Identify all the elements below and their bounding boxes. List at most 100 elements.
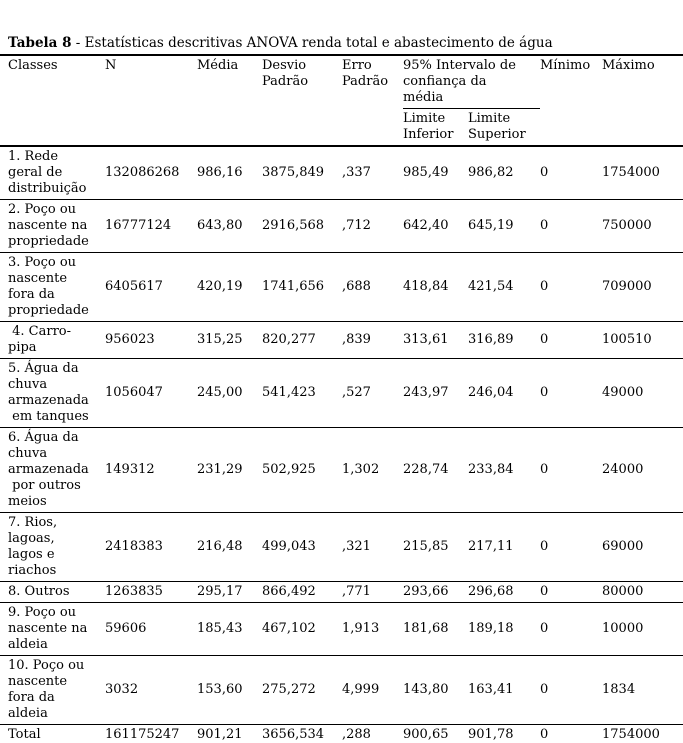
cell-minimo: 0 xyxy=(540,146,602,200)
cell-media: 643,80 xyxy=(197,199,262,253)
cell-minimo: 0 xyxy=(540,655,602,725)
cell-limite-inferior: 418,84 xyxy=(403,252,468,322)
col-header-n: N xyxy=(105,55,197,147)
cell-desvio-padrao: 820,277 xyxy=(262,321,342,359)
cell-minimo: 0 xyxy=(540,252,602,322)
cell-desvio-padrao: 502,925 xyxy=(262,427,342,513)
cell-n: 161175247 xyxy=(105,724,197,743)
cell-limite-superior: 163,41 xyxy=(468,655,540,725)
cell-desvio-padrao: 866,492 xyxy=(262,581,342,603)
cell-maximo: 1834 xyxy=(602,655,683,725)
cell-maximo: 1754000 xyxy=(602,724,683,743)
cell-n: 132086268 xyxy=(105,146,197,200)
col-header-maximo: Máximo xyxy=(602,55,683,147)
table-caption-text: - Estatísticas descritivas ANOVA renda t… xyxy=(71,35,553,51)
cell-maximo: 49000 xyxy=(602,358,683,428)
cell-desvio-padrao: 2916,568 xyxy=(262,199,342,253)
cell-media: 185,43 xyxy=(197,602,262,656)
cell-maximo: 10000 xyxy=(602,602,683,656)
cell-desvio-padrao: 499,043 xyxy=(262,512,342,582)
cell-limite-superior: 645,19 xyxy=(468,199,540,253)
table-row: 6. Água da chuva armazenada por outros m… xyxy=(0,427,683,513)
cell-media: 901,21 xyxy=(197,724,262,743)
col-header-minimo: Mínimo xyxy=(540,55,602,147)
cell-limite-inferior: 181,68 xyxy=(403,602,468,656)
table-row: 8. Outros 1263835 295,17 866,492,771 293,66 2… xyxy=(0,581,683,603)
cell-desvio-padrao: 1741,656 xyxy=(262,252,342,322)
cell-limite-superior: 217,11 xyxy=(468,512,540,582)
cell-erro-padrao: ,688 xyxy=(342,252,403,322)
col-header-intervalo-confianca: 95% Intervalo de confiança da média xyxy=(403,55,540,109)
cell-n: 6405617 xyxy=(105,252,197,322)
cell-limite-inferior: 215,85 xyxy=(403,512,468,582)
cell-desvio-padrao: 3656,534 xyxy=(262,724,342,743)
cell-erro-padrao: ,771 xyxy=(342,581,403,603)
cell-limite-inferior: 642,40 xyxy=(403,199,468,253)
cell-desvio-padrao: 541,423 xyxy=(262,358,342,428)
cell-limite-inferior: 143,80 xyxy=(403,655,468,725)
cell-minimo: 0 xyxy=(540,321,602,359)
cell-limite-superior: 246,04 xyxy=(468,358,540,428)
cell-maximo: 1754000 xyxy=(602,146,683,200)
table-header: Classes N Média Desvio Padrão Erro Padrã… xyxy=(0,55,683,147)
cell-media: 295,17 xyxy=(197,581,262,603)
cell-erro-padrao: ,712 xyxy=(342,199,403,253)
cell-classes: 8. Outros xyxy=(0,581,105,603)
cell-minimo: 0 xyxy=(540,199,602,253)
table-body: 1. Rede geral de distribuição 132086268 98… xyxy=(0,146,683,743)
cell-limite-superior: 986,82 xyxy=(468,146,540,200)
cell-limite-inferior: 293,66 xyxy=(403,581,468,603)
cell-classes: 1. Rede geral de distribuição xyxy=(0,146,105,200)
cell-limite-superior: 421,54 xyxy=(468,252,540,322)
cell-minimo: 0 xyxy=(540,427,602,513)
cell-maximo: 750000 xyxy=(602,199,683,253)
cell-classes: 7. Rios, lagoas, lagos e riachos xyxy=(0,512,105,582)
cell-minimo: 0 xyxy=(540,512,602,582)
cell-limite-superior: 296,68 xyxy=(468,581,540,603)
cell-classes: 2. Poço ou nascente na propriedade xyxy=(0,199,105,253)
col-header-limite-inferior: Limite Inferior xyxy=(403,108,468,147)
cell-maximo: 100510 xyxy=(602,321,683,359)
table-row: 5. Água da chuva armazenada em tanques 10… xyxy=(0,358,683,428)
table-row: 4. Carro- pipa 956023 315,25 820,277,839 313… xyxy=(0,321,683,359)
cell-maximo: 709000 xyxy=(602,252,683,322)
cell-media: 231,29 xyxy=(197,427,262,513)
cell-classes: Total xyxy=(0,724,105,743)
table-row: 9. Poço ou nascente na aldeia 59606 185,43… xyxy=(0,602,683,656)
cell-erro-padrao: ,337 xyxy=(342,146,403,200)
cell-limite-inferior: 243,97 xyxy=(403,358,468,428)
cell-desvio-padrao: 275,272 xyxy=(262,655,342,725)
cell-erro-padrao: ,288 xyxy=(342,724,403,743)
table-caption: Tabela 8 - Estatísticas descritivas ANOV… xyxy=(0,34,683,52)
anova-descriptives-table: Classes N Média Desvio Padrão Erro Padrã… xyxy=(0,54,683,743)
cell-n: 59606 xyxy=(105,602,197,656)
col-header-erro-padrao: Erro Padrão xyxy=(342,55,403,147)
cell-limite-inferior: 313,61 xyxy=(403,321,468,359)
cell-erro-padrao: 1,913 xyxy=(342,602,403,656)
cell-limite-superior: 189,18 xyxy=(468,602,540,656)
col-header-limite-superior: Limite Superior xyxy=(468,108,540,147)
cell-classes: 6. Água da chuva armazenada por outros m… xyxy=(0,427,105,513)
cell-classes: 5. Água da chuva armazenada em tanques xyxy=(0,358,105,428)
cell-limite-superior: 233,84 xyxy=(468,427,540,513)
cell-n: 1263835 xyxy=(105,581,197,603)
cell-limite-inferior: 228,74 xyxy=(403,427,468,513)
cell-media: 153,60 xyxy=(197,655,262,725)
cell-n: 1056047 xyxy=(105,358,197,428)
table-row: 7. Rios, lagoas, lagos e riachos 2418383 2… xyxy=(0,512,683,582)
cell-limite-superior: 901,78 xyxy=(468,724,540,743)
cell-n: 956023 xyxy=(105,321,197,359)
cell-n: 2418383 xyxy=(105,512,197,582)
cell-media: 216,48 xyxy=(197,512,262,582)
cell-media: 420,19 xyxy=(197,252,262,322)
cell-erro-padrao: 4,999 xyxy=(342,655,403,725)
cell-limite-inferior: 900,65 xyxy=(403,724,468,743)
cell-n: 149312 xyxy=(105,427,197,513)
col-header-classes: Classes xyxy=(0,55,105,147)
cell-n: 3032 xyxy=(105,655,197,725)
cell-minimo: 0 xyxy=(540,581,602,603)
cell-minimo: 0 xyxy=(540,358,602,428)
header-row-main: Classes N Média Desvio Padrão Erro Padrã… xyxy=(0,55,683,147)
table-row: 10. Poço ou nascente fora da aldeia 3032 1… xyxy=(0,655,683,725)
